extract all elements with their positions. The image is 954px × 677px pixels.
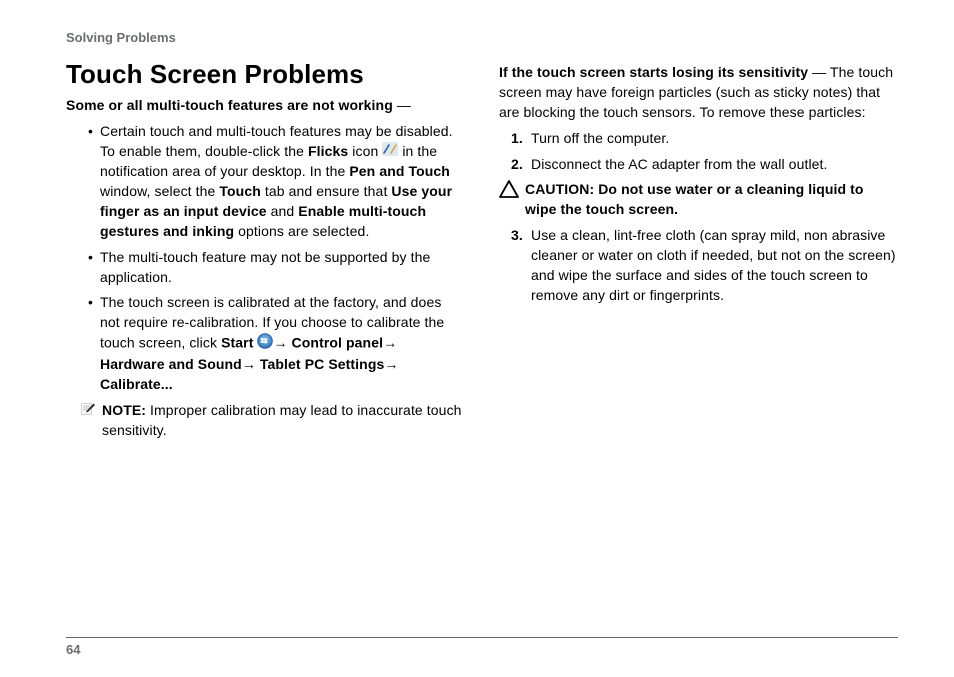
left-column: Touch Screen Problems Some or all multi-… bbox=[66, 59, 465, 629]
list-item: Use a clean, lint-free cloth (can spray … bbox=[519, 226, 898, 306]
text: Turn off the computer. bbox=[531, 130, 669, 146]
right-lead: If the touch screen starts losing its se… bbox=[499, 63, 898, 123]
list-item: Turn off the computer. bbox=[519, 129, 898, 149]
page-title: Touch Screen Problems bbox=[66, 59, 465, 90]
caution-text: CAUTION: Do not use water or a cleaning … bbox=[525, 180, 898, 220]
running-header: Solving Problems bbox=[66, 30, 898, 45]
touch-tab-label: Touch bbox=[219, 183, 260, 199]
right-steps-list-cont: Use a clean, lint-free cloth (can spray … bbox=[499, 226, 898, 306]
text: window, select the bbox=[100, 183, 219, 199]
note-label: NOTE: bbox=[102, 402, 146, 418]
note-text-wrap: NOTE: Improper calibration may lead to i… bbox=[102, 401, 465, 441]
caution-block: CAUTION: Do not use water or a cleaning … bbox=[499, 180, 898, 220]
text: options are selected. bbox=[234, 223, 369, 239]
footer-rule bbox=[66, 637, 898, 638]
list-item: Certain touch and multi-touch features m… bbox=[90, 122, 465, 242]
text: and bbox=[267, 203, 299, 219]
note-pencil-icon bbox=[80, 401, 96, 417]
left-lead: Some or all multi-touch features are not… bbox=[66, 96, 465, 116]
page-number: 64 bbox=[66, 642, 898, 657]
text: Use a clean, lint-free cloth (can spray … bbox=[531, 227, 896, 303]
list-item: Disconnect the AC adapter from the wall … bbox=[519, 155, 898, 175]
flicks-icon bbox=[382, 142, 398, 162]
start-label: Start bbox=[221, 335, 253, 351]
windows-start-icon bbox=[257, 333, 273, 355]
caution-triangle-icon bbox=[499, 180, 519, 198]
left-bullet-list: Certain touch and multi-touch features m… bbox=[66, 122, 465, 395]
right-lead-bold: If the touch screen starts losing its se… bbox=[499, 64, 808, 80]
pen-touch-label: Pen and Touch bbox=[349, 163, 450, 179]
text: icon bbox=[348, 143, 382, 159]
manual-page: Solving Problems Touch Screen Problems S… bbox=[0, 0, 954, 677]
right-steps-list: Turn off the computer. Disconnect the AC… bbox=[499, 129, 898, 175]
note-text: Improper calibration may lead to inaccur… bbox=[102, 402, 462, 438]
note-block: NOTE: Improper calibration may lead to i… bbox=[66, 401, 465, 441]
left-lead-bold: Some or all multi-touch features are not… bbox=[66, 97, 393, 113]
right-column: If the touch screen starts losing its se… bbox=[499, 59, 898, 629]
flicks-label: Flicks bbox=[308, 143, 348, 159]
list-item: The multi-touch feature may not be suppo… bbox=[90, 248, 465, 288]
text: The multi-touch feature may not be suppo… bbox=[100, 249, 430, 285]
two-column-layout: Touch Screen Problems Some or all multi-… bbox=[66, 59, 898, 629]
text: tab and ensure that bbox=[261, 183, 392, 199]
list-item: The touch screen is calibrated at the fa… bbox=[90, 293, 465, 394]
left-lead-tail: — bbox=[393, 97, 411, 113]
text: Disconnect the AC adapter from the wall … bbox=[531, 156, 828, 172]
